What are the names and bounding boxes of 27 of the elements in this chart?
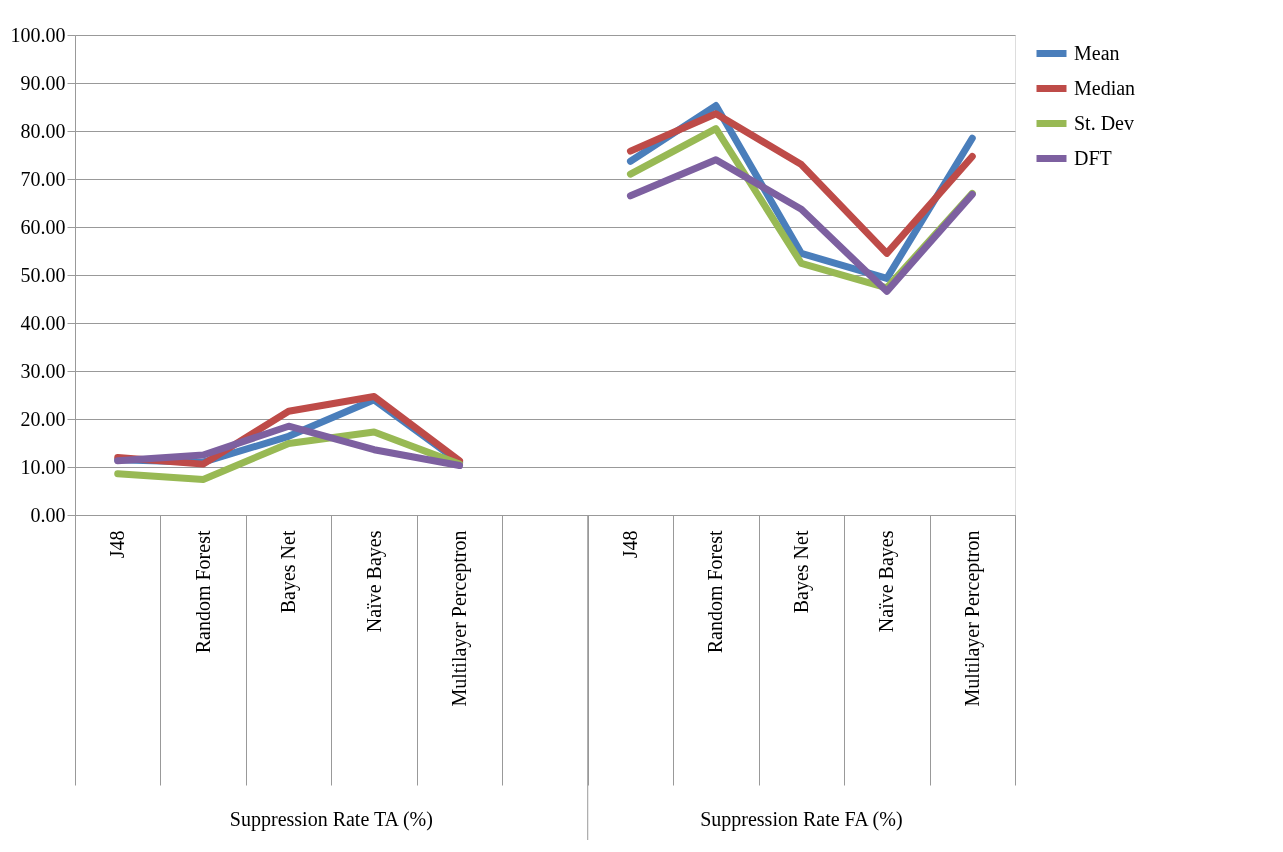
legend-label: St. Dev [1074,111,1134,134]
text: Suppression Rate TA (%) [229,808,433,831]
legend-label: DFT [1074,146,1112,169]
x-tick-label: Random Forest [191,530,214,654]
x-tick-label: Naïve Bayes [362,530,386,633]
y-tick-label: 0.00 [30,503,66,526]
x-tick-label: Naïve Bayes [875,530,899,633]
x-tick-label: Bayes Net [277,530,301,614]
text: Suppression Rate FA (%) [700,808,903,831]
y-tick-label: 20.00 [20,407,66,430]
x-tick-label: Bayes Net [789,530,813,614]
y-tick-label: 100.00 [10,23,66,46]
y-tick-label: 80.00 [20,119,66,142]
x-tick-label: Multilayer Perceptron [960,530,984,707]
legend-label: Median [1074,76,1136,99]
legend-label: Mean [1074,41,1120,64]
y-tick-label: 60.00 [20,215,66,238]
y-tick-label: 30.00 [20,359,66,382]
x-tick-label: J48 [618,530,641,559]
y-tick-label: 50.00 [20,263,66,286]
y-tick-label: 70.00 [20,167,66,190]
x-tick-label: J48 [106,530,129,559]
x-tick-label: Multilayer Perceptron [448,530,472,707]
x-tick-label: Random Forest [704,530,727,654]
y-tick-label: 90.00 [20,71,66,94]
y-tick-label: 10.00 [20,455,66,478]
y-tick-label: 40.00 [20,311,66,334]
